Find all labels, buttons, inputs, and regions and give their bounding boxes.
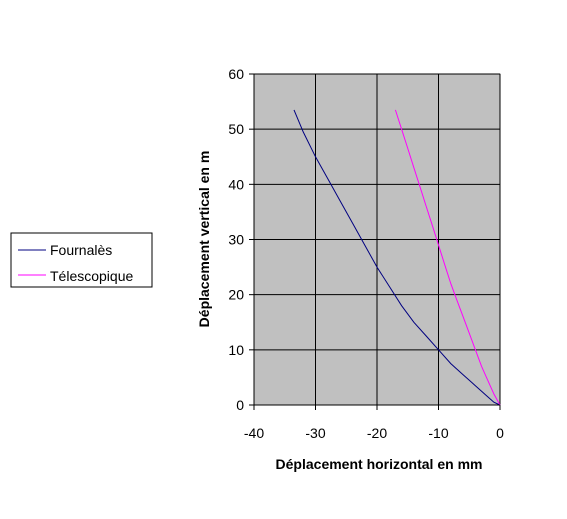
legend: Fournalès Télescopique: [10, 232, 153, 288]
y-axis-ticks: 0 10 20 30 40 50 60: [228, 66, 255, 413]
series-layer: [293, 109, 501, 406]
x-tick-label: -40: [244, 425, 264, 441]
series-line-0: [293, 109, 501, 406]
legend-label-fournales: Fournalès: [50, 242, 112, 258]
legend-label-telescopique: Télescopique: [50, 268, 133, 284]
series-line-1: [394, 109, 501, 406]
y-tick-label: 0: [236, 397, 244, 413]
y-axis-title: Déplacement vertical en m: [196, 151, 212, 328]
y-tick-label: 10: [228, 342, 244, 358]
x-axis-title: Déplacement horizontal en mm: [276, 456, 483, 472]
y-tick-label: 50: [228, 121, 244, 137]
x-tick-label: -30: [305, 425, 325, 441]
grid: [254, 73, 501, 405]
y-tick-label: 30: [228, 232, 244, 248]
y-tick-label: 20: [228, 287, 244, 303]
legend-box: [10, 232, 153, 288]
x-tick-label: -10: [428, 425, 448, 441]
x-tick-label: -20: [367, 425, 387, 441]
x-tick-label: 0: [496, 425, 504, 441]
y-tick-label: 60: [228, 66, 244, 82]
y-tick-label: 40: [228, 176, 244, 192]
x-axis-ticks: -40 -30 -20 -10 0: [244, 404, 504, 441]
